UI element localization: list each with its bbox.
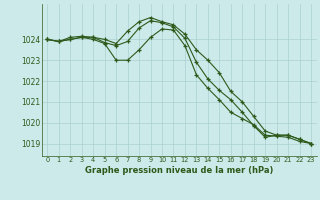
X-axis label: Graphe pression niveau de la mer (hPa): Graphe pression niveau de la mer (hPa) (85, 166, 273, 175)
